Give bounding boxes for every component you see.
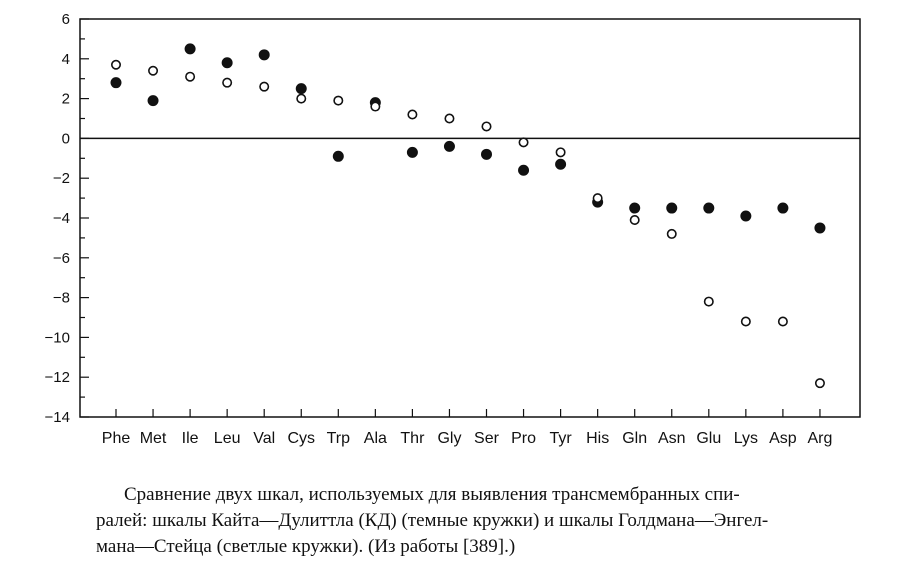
x-tick-label-phe: Phe [102,430,131,447]
filled-point-glu [703,202,715,214]
open-point-met [148,65,159,76]
open-point-asn [666,228,677,239]
data-points [110,43,826,389]
open-point-ile [185,71,196,82]
x-tick-label-asn: Asn [658,430,686,447]
filled-point-gln [629,202,641,214]
filled-point-trp [332,150,344,162]
filled-point-cys [295,83,307,95]
filled-point-gly [443,140,455,152]
y-tick-label: −2 [53,170,70,187]
open-point-lys [740,316,751,327]
open-point-pro [518,137,529,148]
y-tick-label: −12 [45,369,70,386]
x-tick-label-thr: Thr [400,430,425,447]
x-tick-label-lys: Lys [734,430,758,447]
filled-point-lys [740,210,752,222]
filled-point-thr [406,146,418,158]
x-tick-label-ala: Ala [364,430,387,447]
y-tick-label: −14 [45,409,70,426]
x-tick-label-gly: Gly [437,430,461,447]
y-tick-label: 6 [62,11,70,28]
open-point-val [259,81,270,92]
open-point-gly [444,113,455,124]
open-point-thr [407,109,418,120]
figure-caption: Сравнение двух шкал, используемых для вы… [96,482,886,560]
filled-point-ile [184,43,196,55]
filled-point-tyr [555,158,567,170]
x-tick-label-his: His [586,430,609,447]
x-tick-label-gln: Gln [622,430,647,447]
open-point-ala [370,101,381,112]
filled-point-arg [814,222,826,234]
y-tick-label: −6 [53,250,70,267]
open-point-leu [222,77,233,88]
open-point-cys [296,93,307,104]
open-point-arg [814,378,825,389]
x-tick-label-ile: Ile [182,430,199,447]
filled-point-pro [518,164,530,176]
y-tick-label: −10 [45,329,70,346]
y-tick-label: 2 [62,91,70,108]
x-axis: Phe Met Ile Leu Val Cys Trp Ala Thr Gly Ser Pro Tyr H… [102,409,832,447]
filled-point-met [147,95,159,107]
x-tick-label-asp: Asp [769,430,797,447]
chart-svg: 6 4 2 0 −2 −4 −6 −8 −10 −12 −14 Phe Met Ile Leu Val Cys… [45,11,861,447]
filled-point-asp [777,202,789,214]
open-point-ser [481,121,492,132]
x-tick-label-leu: Leu [214,430,241,447]
caption-line-2: ралей: шкалы Кайта—Дулиттла (КД) (темные… [96,510,769,531]
x-tick-label-cys: Cys [287,430,315,447]
open-point-trp [333,95,344,106]
y-tick-label: 0 [62,130,70,147]
filled-point-asn [666,202,678,214]
open-point-gln [629,214,640,225]
x-tick-label-tyr: Tyr [549,430,572,447]
open-point-glu [703,296,714,307]
x-tick-label-pro: Pro [511,430,536,447]
y-tick-label: 4 [62,51,70,68]
x-tick-label-arg: Arg [807,430,832,447]
x-tick-label-ser: Ser [474,430,500,447]
open-point-tyr [555,147,566,158]
filled-point-ser [481,148,492,160]
x-tick-label-trp: Trp [327,430,351,447]
filled-point-phe [110,77,122,89]
open-point-his [592,193,603,204]
caption-line-3: мана—Стейца (светлые кружки). (Из работы… [96,536,516,557]
x-tick-label-val: Val [253,430,275,447]
x-tick-label-met: Met [140,430,167,447]
open-point-asp [777,316,788,327]
open-point-phe [111,59,122,70]
x-tick-label-glu: Glu [696,430,721,447]
filled-point-val [258,49,270,61]
filled-point-leu [221,57,233,69]
y-tick-label: −8 [53,290,70,307]
y-axis: 6 4 2 0 −2 −4 −6 −8 −10 −12 −14 [45,11,89,426]
y-tick-label: −4 [53,210,70,227]
caption-line-1: Сравнение двух шкал, используемых для вы… [124,484,740,505]
